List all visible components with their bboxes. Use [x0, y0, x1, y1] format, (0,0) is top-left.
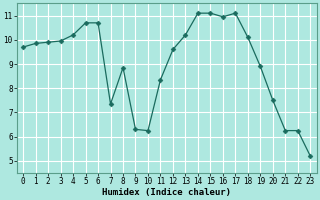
X-axis label: Humidex (Indice chaleur): Humidex (Indice chaleur)	[102, 188, 231, 197]
